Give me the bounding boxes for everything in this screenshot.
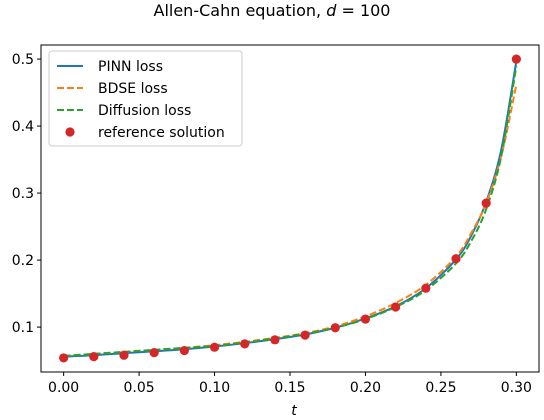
reference-point: [330, 323, 340, 333]
title-text: Allen-Cahn equation,: [154, 1, 327, 20]
series-line-3: [63, 65, 518, 357]
reference-point: [300, 330, 310, 340]
legend-box: [48, 50, 243, 147]
y-tick-label: 0.2: [12, 253, 34, 269]
reference-point: [149, 347, 159, 358]
x-axis-label: t: [291, 403, 297, 419]
chart-title: Allen-Cahn equation, d = 100: [154, 1, 391, 20]
reference-point: [89, 351, 99, 362]
reference-point: [391, 302, 401, 312]
x-tick-label: 0.15: [274, 380, 305, 396]
legend-label: BDSE loss: [98, 81, 168, 97]
legend-label: reference solution: [98, 125, 225, 141]
reference-point: [179, 345, 189, 356]
reference-point: [360, 314, 371, 324]
reference-point: [240, 339, 250, 349]
y-tick-label: 0.1: [12, 320, 34, 336]
x-axis: 0.00 0.05 0.10 0.15 0.20 0.25 0.30: [48, 372, 532, 396]
x-tick-label: 0.05: [124, 380, 155, 396]
legend-marker: [65, 127, 75, 137]
reference-point: [451, 254, 461, 264]
x-tick-label: 0.20: [350, 380, 381, 396]
legend-label: Diffusion loss: [98, 103, 191, 119]
title-suffix: = 100: [336, 1, 390, 20]
y-tick-label: 0.3: [12, 186, 34, 202]
reference-point: [270, 335, 280, 345]
marker-layer: [59, 54, 521, 363]
reference-point: [511, 54, 521, 64]
x-tick-label: 0.00: [48, 380, 79, 396]
y-tick-label: 0.4: [12, 119, 34, 135]
reference-point: [119, 350, 129, 360]
legend: PINN loss BDSE loss Diffusion loss referenc…: [48, 50, 243, 147]
title-var: d: [326, 1, 337, 20]
y-tick-label: 0.5: [12, 52, 34, 68]
y-axis: 0.1 0.2 0.3 0.4 0.5: [12, 52, 41, 336]
reference-point: [481, 198, 491, 208]
x-tick-label: 0.30: [501, 380, 532, 396]
x-tick-label: 0.25: [425, 380, 456, 396]
legend-label: PINN loss: [98, 59, 163, 75]
reference-point: [421, 283, 431, 293]
reference-point: [209, 342, 220, 352]
x-tick-label: 0.10: [199, 380, 230, 396]
reference-point: [59, 353, 69, 363]
